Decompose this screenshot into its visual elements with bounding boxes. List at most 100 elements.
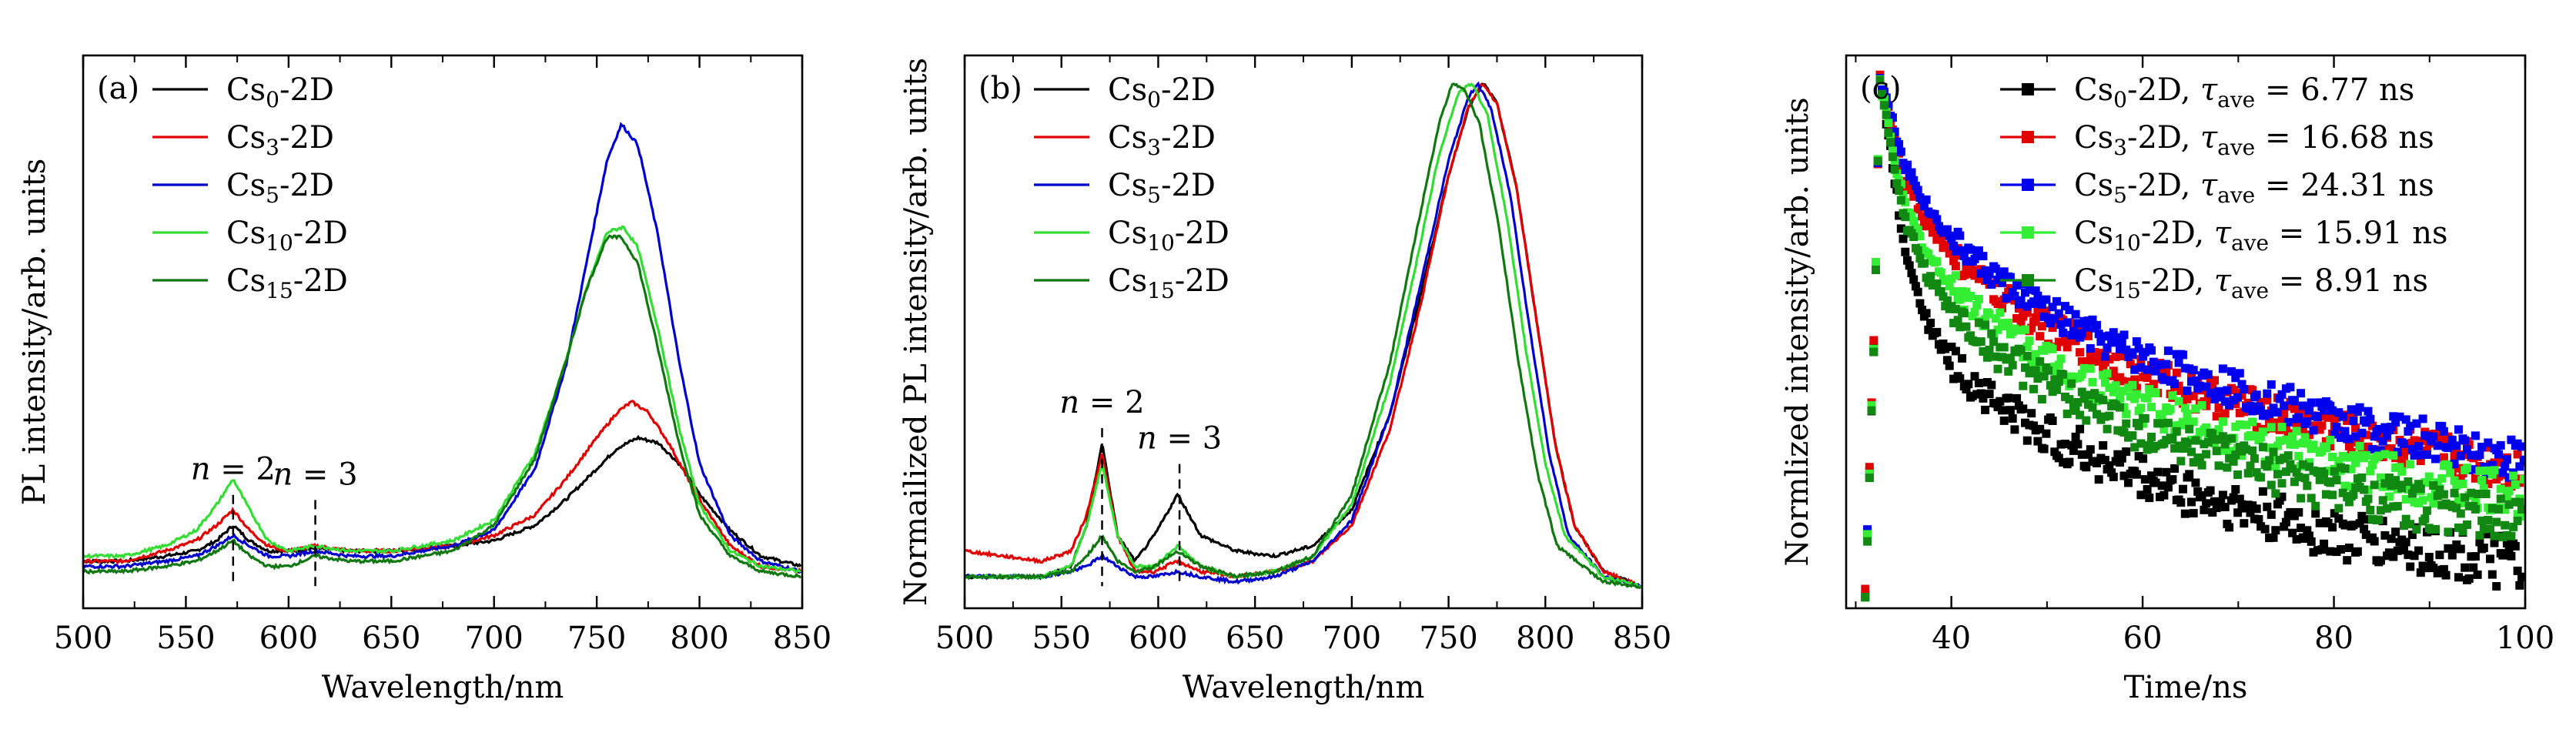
series-4-point [2420,514,2430,524]
series-1-point [1865,463,1874,472]
legend-entry-3-base: Cs [1108,216,1147,251]
series-2-point [2136,363,2146,372]
series-1-point [2172,368,2181,377]
series-4-point [2039,372,2049,381]
series-0-point [2490,538,2499,547]
series-4-point [2130,443,2139,452]
series-4-point [2242,445,2250,454]
series-0-point [2303,526,2312,535]
series-3-point [2401,494,2410,504]
x-axis-label: Wavelength/nm [322,670,564,705]
series-4-point [1875,75,1885,85]
annotation-1: n = 3 [273,457,357,492]
series-0-point [2246,508,2255,517]
legend-marker-2 [2022,179,2034,191]
series-3-point [1955,295,1965,304]
series-3-point [2458,480,2467,488]
series-3-point [2143,393,2152,403]
series-4-point [2501,520,2510,530]
series-4-point [1909,233,1919,242]
series-3-point [2343,453,2352,462]
series-3-point [2010,324,2019,333]
series-0-point [2077,450,2086,459]
series-2-point [2286,383,2295,392]
series-0-point [2099,441,2108,450]
series-2-point [2065,306,2074,314]
series-2-point [1979,252,1988,261]
series-1-point [2280,409,2289,418]
series-2-point [2140,347,2149,356]
series-3-point [2128,380,2137,390]
series-4-point [2019,381,2028,390]
series-3-point [2344,482,2354,491]
series-4-point [2037,395,2046,403]
series-1-point [2037,322,2046,331]
series-4-point [2195,453,2204,462]
series-2-point [1919,202,1929,211]
series-3-point [2437,474,2447,483]
series-0-point [2010,425,2019,434]
series-0-point [2086,445,2095,454]
series-0-point [2344,544,2354,552]
series-2-point [2507,435,2516,444]
series-2-point [1930,209,1939,219]
series-0-point [2109,472,2118,481]
series-4-point [2294,473,2303,482]
series-2-point [2401,415,2410,424]
series-3-point [2048,344,2057,353]
series-0-point [1942,356,1952,365]
series-2-point [2427,437,2436,446]
series-3-point [2429,499,2438,508]
series-0-point [2501,551,2510,560]
series-2-point [2456,451,2465,460]
series-3-point [2517,512,2525,521]
series-4-point [2033,374,2042,383]
series-4-point [2197,460,2206,470]
series-3-point [2079,363,2089,373]
series-0-point [2376,556,2385,565]
x-tick-label-7: 850 [1613,621,1671,656]
series-3-point [2022,342,2032,351]
series-2-point [2195,381,2204,390]
series-2-point [1949,241,1959,250]
series-4-point [2203,437,2213,447]
series-0-point [2340,520,2350,530]
series-3-point [2509,471,2518,480]
series-2-point [2117,338,2126,347]
series-4-point [1869,347,1878,356]
series-4-point [2334,504,2343,513]
legend-entry-1-base: Cs [226,120,266,156]
series-1-point [1993,300,2002,308]
series-0-point [2305,531,2313,541]
series-1-point [2208,383,2217,392]
series-2-point [2395,412,2404,421]
series-0-point [2355,519,2364,528]
series-1-point [1966,263,1975,273]
series-2-point [2237,380,2246,389]
series-2-point [2461,436,2470,445]
series-0-point [2027,409,2036,418]
series-4-line [965,82,1641,589]
series-4-point [2021,363,2029,372]
series-0-point [1939,339,1948,348]
series-4-point [1878,89,1887,99]
series-2-point [2496,440,2505,450]
series-4-point [2208,430,2217,439]
series-0-point [2240,519,2249,528]
series-3-point [2132,390,2141,399]
series-0-point [2513,566,2522,575]
series-2-point [1955,231,1965,240]
legend-entry-1-tau: τ [2200,120,2218,156]
series-4-point [2397,484,2407,493]
series-3-point [1996,308,2005,317]
series-3-point [1936,268,1945,277]
legend-entry-0-suffix: -2D, [2127,72,2200,108]
series-0-point [2176,498,2186,507]
series-2-point [2519,455,2525,464]
legend-entry-0-tau-value: 6.77 [2300,72,2369,108]
series-1-point [2099,363,2108,372]
series-1-point [2298,425,2307,434]
series-4-point [2183,439,2192,448]
series-2-point [2414,442,2424,451]
x-tick-label-3: 650 [1226,621,1284,656]
